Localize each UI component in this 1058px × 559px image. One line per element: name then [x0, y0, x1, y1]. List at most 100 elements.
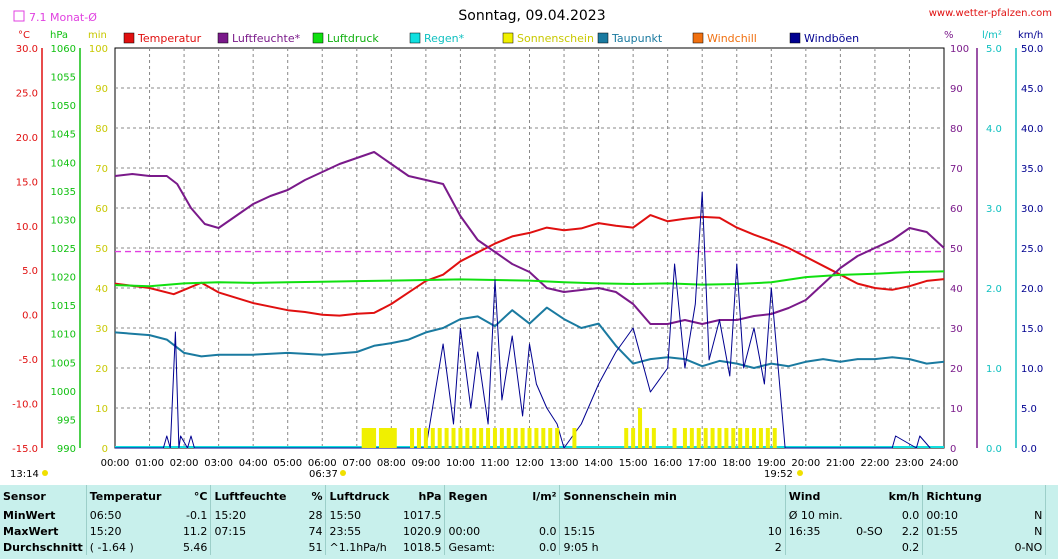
sunshine-bar — [385, 428, 390, 448]
temp-tick-label: 10.0 — [16, 222, 38, 233]
rain-tick-label: 5.0 — [986, 44, 1002, 55]
sunshine-bar — [765, 428, 770, 448]
legend-label: Temperatur — [137, 32, 202, 45]
x-tick-label: 02:00 — [170, 458, 199, 469]
humidity-tick-label: 10 — [950, 404, 963, 415]
x-tick-label: 05:00 — [273, 458, 302, 469]
temp-time: 15:20 — [85, 523, 165, 539]
sunshine-bar — [772, 428, 777, 448]
hdr-rain: Regen — [444, 485, 510, 507]
rain-tick-label: 3.0 — [986, 204, 1002, 215]
hdr-wind-unit: km/h — [888, 489, 920, 503]
hdr-wind: Wind — [784, 485, 846, 507]
x-tick-label: 20:00 — [791, 458, 820, 469]
wind-dir: 0-SO — [856, 524, 883, 538]
dir-time: 00:10 — [922, 507, 990, 523]
pressure-tick-label: 1035 — [51, 187, 76, 198]
hdr-sensor: Sensor — [3, 489, 46, 503]
sunshine-bar — [703, 428, 708, 448]
temp-val: 5.46 — [182, 540, 208, 554]
x-tick-label: 01:00 — [135, 458, 164, 469]
pressure-tick-label: 1025 — [51, 244, 76, 255]
sunshine-bar — [738, 428, 743, 448]
legend-label: Taupunkt — [611, 32, 663, 45]
x-tick-label: 08:00 — [377, 458, 406, 469]
sunshine-bar — [361, 428, 366, 448]
x-tick-label: 06:00 — [308, 458, 337, 469]
x-tick-label: 23:00 — [895, 458, 924, 469]
sunshine-bar — [486, 428, 491, 448]
sunshine-bar — [644, 428, 649, 448]
unit-sunshine: min — [88, 30, 107, 41]
hdr-rain-unit: l/m² — [532, 489, 557, 503]
legend-label: Regen* — [424, 32, 465, 45]
grid — [114, 47, 945, 449]
dir-val: N — [1034, 508, 1043, 522]
unit-wind: km/h — [1018, 30, 1043, 41]
sunshine-bar — [745, 428, 750, 448]
sunshine-bar — [472, 428, 477, 448]
sunshine-bar — [752, 428, 757, 448]
sunshine-tick-label: 0 — [102, 444, 108, 455]
x-tick-label: 18:00 — [722, 458, 751, 469]
sunshine-bar — [372, 428, 377, 448]
sunshine-bar — [430, 428, 435, 448]
x-tick-label: 14:00 — [584, 458, 613, 469]
sunshine-bar — [382, 428, 387, 448]
unit-pressure: hPa — [50, 30, 68, 41]
sun-time: 15:15 — [559, 523, 711, 539]
rain-tick-label: 2.0 — [986, 284, 1002, 295]
x-tick-label: 15:00 — [619, 458, 648, 469]
x-axis: 00:00 01:00 02:00 03:00 04:00 05:00 06:00 07:00… — [101, 458, 959, 469]
humidity-tick-label: 80 — [950, 124, 963, 135]
rain-time: 00:00 — [444, 523, 510, 539]
pressure-tick-label: 990 — [57, 444, 76, 455]
sunshine-bar — [437, 428, 442, 448]
sunshine-tick-label: 60 — [95, 204, 108, 215]
luftfeuchte-series-line — [114, 151, 945, 325]
x-tick-label: 24:00 — [930, 458, 959, 469]
site-link[interactable]: www.wetter-pfalzen.com — [929, 8, 1052, 19]
temp-val: -0.1 — [185, 508, 208, 522]
hum-val: 74 — [308, 524, 323, 538]
gusts-series-line — [115, 191, 931, 449]
sunrise-time: 06:37 — [309, 469, 338, 480]
rain-time — [444, 507, 510, 523]
x-tick-label: 12:00 — [515, 458, 544, 469]
x-tick-label: 22:00 — [861, 458, 890, 469]
sunshine-bar — [451, 428, 456, 448]
wind-time: Ø 10 min. — [784, 507, 846, 523]
sunshine-bar — [651, 428, 656, 448]
rain-val: 0.0 — [538, 524, 557, 538]
series-group — [114, 151, 945, 449]
sunshine-bar — [410, 428, 415, 448]
pressure-tick-label: 1020 — [51, 273, 76, 284]
hum-time: 15:20 — [210, 507, 290, 523]
wind-tick-label: 40.0 — [1021, 124, 1043, 135]
sunshine-bar — [520, 428, 525, 448]
hum-time: 07:15 — [210, 523, 290, 539]
sunshine-bar — [689, 428, 694, 448]
rain-val — [509, 507, 560, 523]
hum-val: 28 — [308, 508, 323, 522]
hum-time — [210, 539, 290, 555]
temperatur-series-line — [114, 214, 945, 317]
row-label: Durchschnitt — [3, 540, 83, 554]
monthly-avg-swatch — [13, 10, 25, 22]
hdr-hum: Luftfeuchte — [210, 485, 290, 507]
sunshine-bar — [638, 408, 643, 448]
legend-swatch — [123, 32, 135, 44]
sunshine-bar — [624, 428, 629, 448]
sunshine-tick-label: 10 — [95, 404, 108, 415]
legend-swatch — [597, 32, 609, 44]
wind-val: 0.2 — [901, 540, 920, 554]
dir-val: 0-NO — [1014, 540, 1043, 554]
row-label: MaxWert — [3, 524, 59, 538]
rain-tick-label: 4.0 — [986, 124, 1002, 135]
temp-tick-label: 30.0 — [16, 44, 38, 55]
wind-val: 2.2 — [901, 524, 920, 538]
dir-val: N — [1034, 524, 1043, 538]
right-axes: 10090807060504030201005.04.03.02.01.00.0… — [950, 44, 1043, 455]
rain-time: Gesamt: — [444, 539, 510, 555]
legend-swatch — [789, 32, 801, 44]
